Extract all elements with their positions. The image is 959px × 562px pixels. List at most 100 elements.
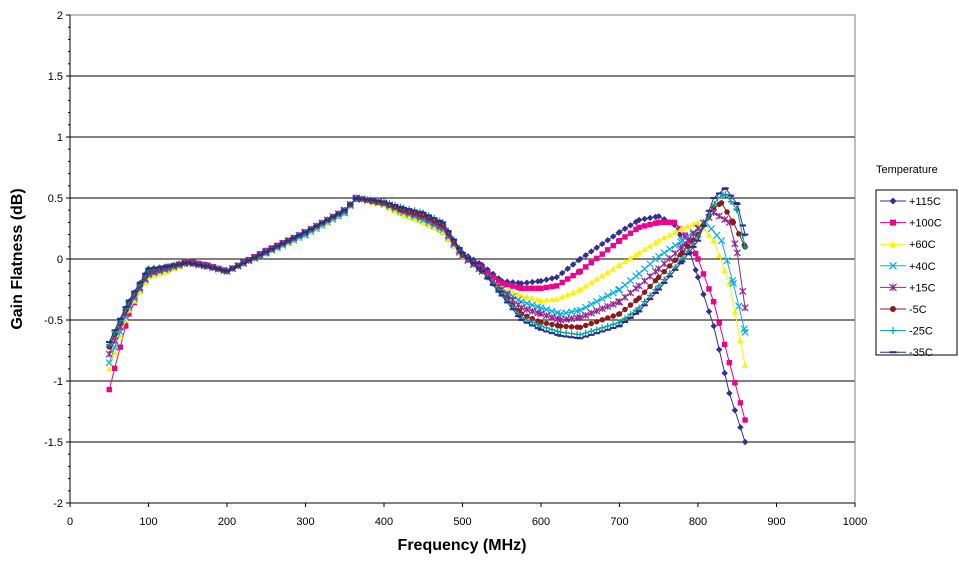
data-point	[615, 298, 624, 306]
data-point	[655, 282, 662, 290]
data-point	[610, 313, 616, 319]
data-point	[528, 301, 536, 309]
data-point	[549, 321, 555, 328]
data-point	[582, 329, 589, 337]
series-8	[106, 187, 749, 343]
data-point	[627, 311, 634, 318]
data-point	[626, 276, 635, 285]
x-tick-label: 700	[610, 516, 628, 528]
data-point	[705, 308, 713, 315]
data-point	[621, 293, 629, 301]
data-point	[647, 221, 653, 228]
data-point	[554, 328, 561, 335]
data-point	[543, 324, 550, 332]
data-point	[710, 322, 717, 330]
data-point	[694, 219, 702, 225]
data-point	[721, 341, 728, 348]
data-point	[692, 266, 699, 274]
data-point	[730, 219, 737, 226]
data-point	[594, 255, 600, 262]
data-point	[652, 239, 659, 246]
data-point	[678, 237, 686, 245]
data-point	[439, 228, 447, 235]
data-point	[106, 386, 112, 393]
legend-label: +15C	[909, 282, 936, 294]
data-point	[647, 283, 653, 290]
data-point	[105, 359, 113, 367]
data-point	[732, 380, 738, 386]
data-point	[661, 268, 667, 275]
data-point	[610, 265, 617, 272]
legend-marker	[889, 261, 897, 270]
data-point	[741, 438, 749, 446]
data-point	[710, 237, 717, 244]
data-point	[567, 308, 576, 316]
data-point	[518, 285, 525, 291]
data-point	[707, 225, 715, 233]
data-point	[391, 207, 399, 214]
data-point	[593, 307, 601, 315]
data-point	[504, 282, 510, 288]
data-point	[733, 249, 741, 257]
data-point	[621, 281, 629, 289]
data-point	[570, 272, 576, 279]
data-point	[705, 211, 713, 219]
data-point	[524, 285, 530, 291]
data-point	[742, 417, 748, 423]
data-point	[523, 305, 531, 314]
data-point	[156, 270, 163, 277]
data-point	[666, 245, 674, 253]
legend-marker	[889, 283, 897, 292]
data-point	[420, 219, 427, 225]
legend-box	[875, 189, 958, 356]
data-point	[577, 255, 584, 263]
data-point	[594, 318, 600, 325]
data-point	[684, 236, 692, 245]
data-point	[641, 289, 648, 295]
data-point	[604, 269, 611, 275]
data-point	[616, 238, 623, 244]
x-tick-label: 100	[139, 516, 157, 528]
data-point	[548, 307, 556, 315]
y-tick-label: -2	[53, 498, 63, 510]
data-point	[671, 241, 679, 250]
data-point	[652, 220, 659, 226]
legend-item: +60C	[880, 239, 936, 251]
data-point	[615, 285, 624, 294]
data-point	[679, 250, 686, 256]
data-point	[684, 223, 691, 229]
data-point	[510, 283, 516, 289]
data-point	[106, 365, 113, 372]
series-layer	[105, 187, 749, 446]
data-point	[604, 302, 612, 311]
data-point	[734, 207, 741, 214]
data-point	[598, 305, 606, 313]
data-point	[655, 237, 662, 244]
data-point	[577, 286, 584, 293]
y-tick-label: 1	[57, 132, 63, 144]
data-point	[529, 278, 536, 286]
data-point	[621, 258, 629, 265]
legend-label: +100C	[909, 218, 942, 230]
data-point	[672, 257, 678, 263]
data-point	[692, 250, 699, 257]
data-point	[528, 307, 536, 315]
data-point	[610, 242, 616, 249]
legend-marker	[890, 219, 896, 226]
data-point	[616, 228, 623, 236]
data-point	[641, 246, 648, 253]
data-point	[700, 271, 707, 277]
x-tick-label: 1000	[843, 516, 867, 528]
data-point	[737, 337, 744, 344]
data-point	[671, 219, 678, 226]
data-point	[599, 272, 606, 279]
x-tick-label: 400	[375, 516, 393, 528]
x-tick-label: 300	[296, 516, 314, 528]
y-axis-title: Gain Flatness (dB)	[9, 188, 26, 329]
data-point	[687, 238, 693, 244]
gridlines	[70, 75, 855, 443]
data-point	[582, 311, 590, 319]
data-point	[543, 276, 550, 283]
data-point	[633, 226, 639, 233]
